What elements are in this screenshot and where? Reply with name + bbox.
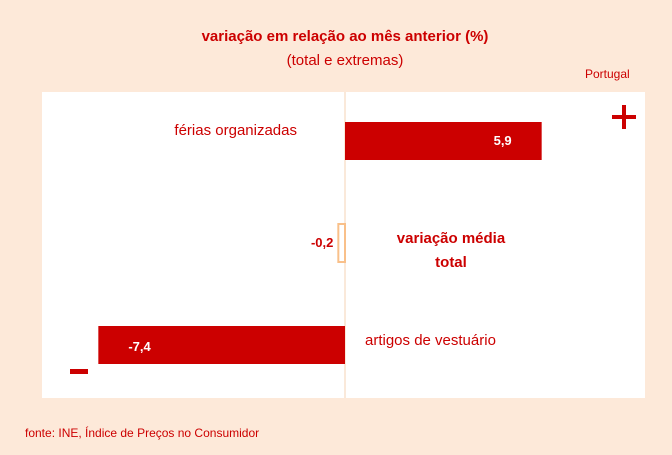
chart-subtitle: (total e extremas) [286,52,404,69]
plus-icon [622,105,626,129]
minus-icon [70,369,88,374]
bar [337,223,347,263]
category-label: variação média total [396,230,506,271]
category-label: artigos de vestuário [365,332,496,349]
value-label: -0,2 [310,235,334,250]
region-label: Portugal [585,67,630,81]
value-label: -7,4 [128,339,151,354]
value-label: 5,9 [493,133,512,148]
bar [345,122,542,160]
chart-title: variação em relação ao mês anterior (%) [201,28,489,45]
source-note: fonte: INE, Índice de Preços no Consumid… [25,426,260,440]
bar [98,326,345,364]
category-label: férias organizadas [174,122,297,139]
